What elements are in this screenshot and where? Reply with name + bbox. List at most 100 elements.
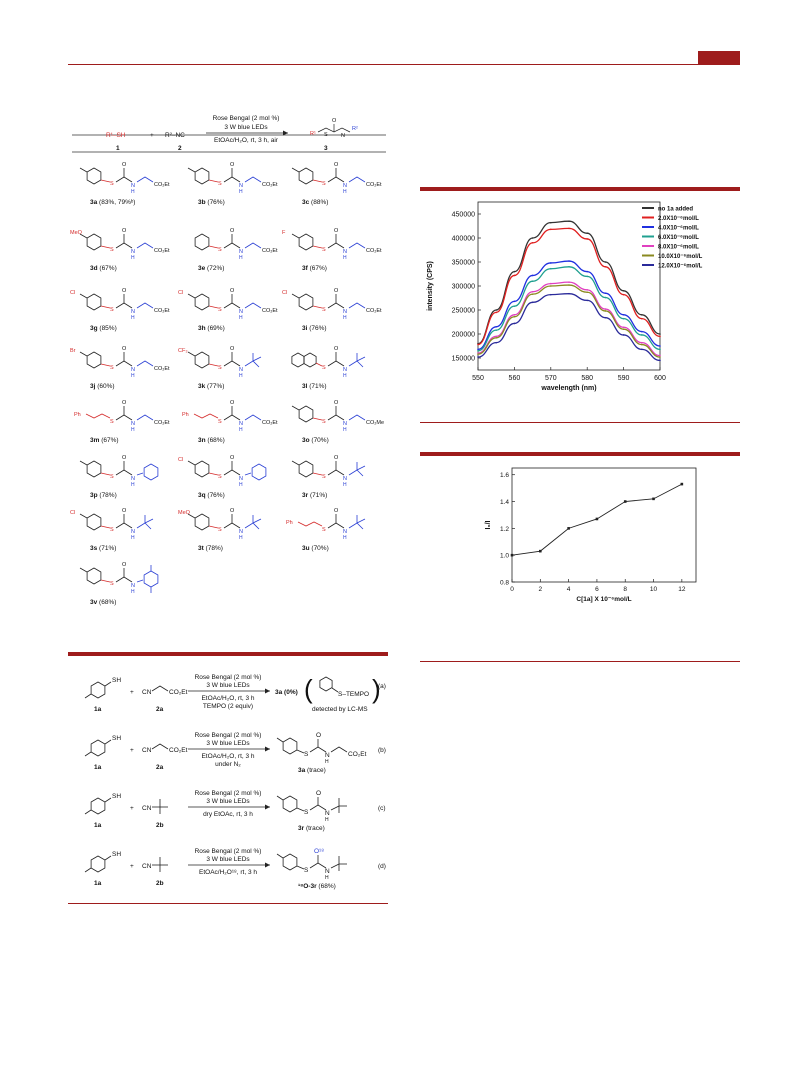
- substituent-cl: Cl: [178, 290, 183, 296]
- sulfur-atom: S: [218, 474, 222, 480]
- condition-catalyst: Rose Bengal (2 mol %): [195, 790, 262, 797]
- y-tick-label: 350000: [452, 260, 475, 267]
- benzene-ring: [282, 795, 298, 813]
- nh-hydrogen: H: [325, 817, 329, 823]
- experiment-tag: (c): [378, 805, 386, 812]
- experiment-tag: (a): [378, 683, 386, 690]
- product-result: 3a (trace): [298, 767, 326, 774]
- svg-text:O: O: [332, 118, 337, 124]
- product-label: 3o (70%): [302, 437, 329, 444]
- product-3o: S O NH CO₂Me 3o (70%): [291, 400, 384, 444]
- data-point: [604, 310, 607, 312]
- data-point: [604, 308, 607, 310]
- benzene-ring: [291, 352, 305, 368]
- nitrogen-atom: N: [325, 752, 330, 759]
- y-tick-label: 1.6: [500, 472, 509, 479]
- benzene-ring: [194, 167, 210, 185]
- data-point: [622, 317, 625, 320]
- nitrogen-atom: N: [239, 309, 243, 315]
- carbonyl-oxygen: O: [230, 400, 235, 406]
- nh-hydrogen: H: [325, 875, 329, 881]
- data-point: [680, 482, 684, 486]
- data-point: [495, 329, 497, 331]
- nitrogen-atom: N: [239, 476, 243, 482]
- data-point: [586, 232, 588, 234]
- sulfur-atom: S: [322, 365, 326, 371]
- condition-solvent: EtOAc/H₂O¹⁸, rt, 3 h: [199, 869, 257, 876]
- experiment-tag: (b): [378, 747, 386, 754]
- isocyanide-group: CN: [142, 747, 152, 754]
- x-axis-title: wavelength (nm): [540, 385, 596, 392]
- data-point: [641, 343, 643, 346]
- ester-group: CO₂Et: [154, 248, 170, 254]
- product-label: 3c (88%): [302, 199, 328, 206]
- legend-entry: 10.0X10⁻⁶mol/L: [658, 254, 703, 260]
- product-3p: S O NH 3p (78%): [79, 455, 159, 499]
- product-label: 3v (68%): [90, 599, 116, 606]
- product-3g: Cl S O NH CO₂Et 3g (85%): [70, 288, 170, 332]
- svg-text:R²: R²: [352, 126, 358, 132]
- x-axis-title: C[1a] X 10⁻⁶mol/L: [576, 596, 631, 603]
- nh-hydrogen: H: [239, 535, 243, 541]
- product-3m: Ph S O NH CO₂Et 3m (67%): [74, 400, 170, 444]
- legend-entry: 6.0X10⁻⁶mol/L: [658, 235, 699, 241]
- nh-hydrogen: H: [343, 373, 347, 379]
- nh-hydrogen: H: [131, 315, 135, 321]
- sulfur-atom: S: [322, 247, 326, 253]
- product-result: ¹⁸O-3r (68%): [298, 883, 336, 890]
- data-point: [568, 284, 570, 286]
- reactant-isocyanide-label: R²–NC: [165, 132, 185, 139]
- product-label: 3e (72%): [198, 265, 224, 272]
- data-point: [568, 260, 570, 262]
- data-point: [622, 334, 625, 336]
- nh-hydrogen: H: [239, 315, 243, 321]
- sulfur-atom: S: [110, 181, 114, 187]
- data-point: [641, 314, 643, 316]
- data-point: [641, 330, 643, 333]
- nitrogen-atom: N: [343, 529, 347, 535]
- sulfur-atom: S: [322, 419, 326, 425]
- nh-hydrogen: H: [343, 315, 347, 321]
- data-point: [495, 335, 497, 338]
- substituent-f: F: [282, 230, 286, 236]
- substituent-cl: Cl: [70, 290, 75, 296]
- data-point: [531, 293, 534, 295]
- data-point: [622, 328, 625, 330]
- isocyanide-group: CN: [142, 689, 152, 696]
- product-label: 3h (69%): [198, 325, 225, 332]
- nh-hydrogen: H: [131, 373, 135, 379]
- nitrogen-atom: N: [343, 421, 347, 427]
- carbonyl-oxygen: O: [316, 790, 321, 797]
- data-point: [550, 285, 552, 287]
- ester-group: CO₂Et: [262, 182, 278, 188]
- x-tick-label: 570: [545, 375, 557, 382]
- reactant-label: 2b: [156, 880, 164, 887]
- nitrogen-atom: N: [131, 309, 135, 315]
- data-point: [595, 517, 599, 521]
- svg-text:R¹: R¹: [310, 131, 316, 137]
- carbonyl-oxygen: O: [122, 162, 127, 168]
- product-3a: S O NH CO₂Et 3a (83%, 79%ᵇ): [79, 162, 170, 206]
- nh-hydrogen: H: [239, 189, 243, 195]
- nh-hydrogen: H: [239, 373, 243, 379]
- legend-entry: 12.0X10⁻⁶mol/L: [658, 264, 703, 270]
- benzene-ring: [90, 797, 106, 815]
- x-tick-label: 6: [595, 586, 599, 593]
- condition-catalyst: Rose Bengal (2 mol %): [195, 848, 262, 855]
- fig1-top-rule: [420, 187, 740, 191]
- product-3c: S O NH CO₂Et 3c (88%): [291, 162, 382, 206]
- y-tick-label: 0.8: [500, 580, 509, 587]
- data-point: [531, 290, 534, 293]
- x-tick-label: 590: [618, 375, 630, 382]
- sulfur-atom: S: [322, 307, 326, 313]
- scheme3-bottom-rule: [68, 903, 388, 904]
- fig1-bottom-rule: [420, 422, 740, 423]
- compound-number-1: 1: [116, 145, 120, 152]
- y-tick-label: 450000: [452, 212, 475, 219]
- data-point: [641, 317, 643, 320]
- carbonyl-oxygen: O: [230, 228, 235, 234]
- product-3n: Ph S O NH CO₂Et 3n (68%): [182, 400, 278, 444]
- header-accent-block: [698, 51, 740, 64]
